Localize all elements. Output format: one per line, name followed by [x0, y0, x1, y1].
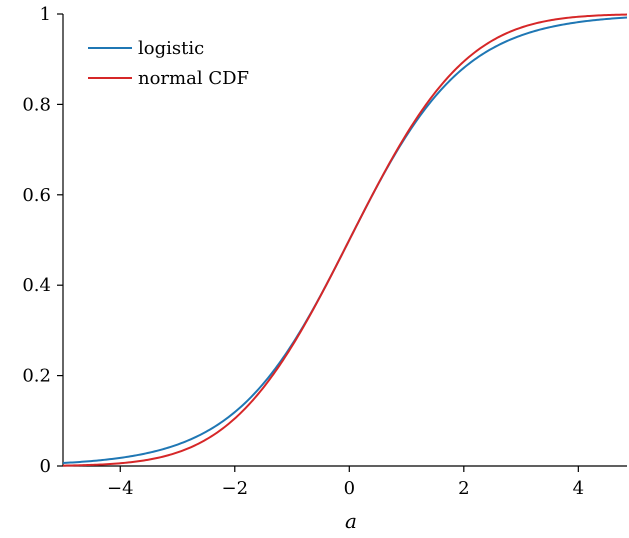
- x-tick-label: 2: [458, 478, 469, 499]
- legend-label: logistic: [138, 38, 204, 59]
- y-tick-label: 0.4: [22, 275, 51, 296]
- axes: −4 −2 0 2 4 0 0.2 0.4 0.6 0.8 1: [22, 4, 627, 499]
- y-tick-label: 0: [40, 456, 51, 477]
- legend: logistic normal CDF: [88, 38, 249, 89]
- x-tick-label: −4: [107, 478, 134, 499]
- series-layer: [62, 13, 628, 467]
- x-tick-label: −2: [222, 478, 249, 499]
- x-axis-title: a: [345, 509, 357, 533]
- series-line-normal-cdf: [62, 13, 628, 467]
- y-tick-label: 1: [40, 4, 51, 25]
- y-tick-label: 0.6: [22, 185, 51, 206]
- x-tick-label: 4: [573, 478, 584, 499]
- y-tick-label: 0.8: [22, 94, 51, 115]
- y-tick-label: 0.2: [22, 366, 51, 387]
- x-tick-label: 0: [344, 478, 355, 499]
- legend-label: normal CDF: [138, 68, 249, 89]
